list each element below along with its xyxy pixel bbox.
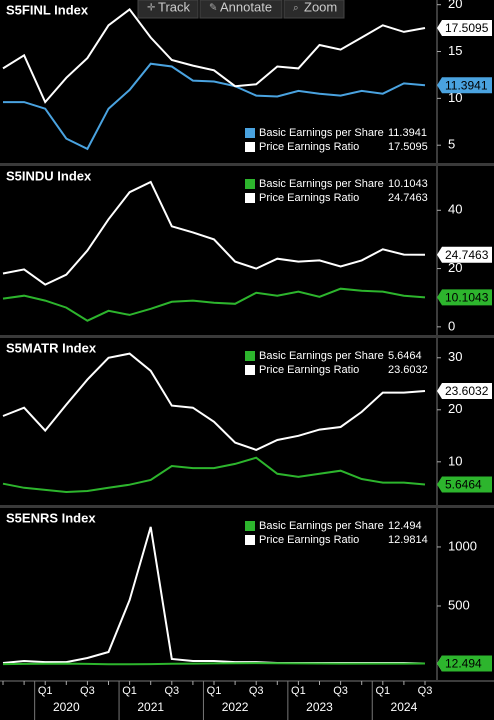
year-label: 2020 (53, 700, 80, 714)
panel-title: S5MATR Index (6, 340, 97, 355)
last-value-tag (437, 655, 492, 672)
legend-value: 17.5095 (388, 141, 428, 153)
panel-title: S5INDU Index (6, 168, 92, 183)
legend-swatch (245, 535, 255, 545)
toolbar-label[interactable]: Annotate (220, 0, 272, 14)
panel-separator (0, 163, 494, 166)
legend-value: 12.9814 (388, 534, 428, 546)
last-value-label: 17.5095 (445, 21, 489, 35)
legend-value: 23.6032 (388, 364, 428, 376)
legend-label: Price Earnings Ratio (259, 534, 359, 546)
panel-separator (0, 335, 494, 338)
series-line (2, 456, 426, 494)
last-value-label: 10.1043 (445, 291, 489, 305)
series-line (2, 287, 426, 322)
legend-value: 10.1043 (388, 178, 428, 190)
y-tick-label: 30 (448, 349, 462, 364)
x-axis-band (0, 681, 494, 720)
x-tick-label: Q1 (207, 685, 222, 697)
last-value-tag (437, 476, 492, 493)
panel-title: S5FINL Index (6, 2, 89, 17)
last-value-tag (437, 20, 492, 37)
legend-swatch (245, 128, 255, 138)
legend-label: Price Earnings Ratio (259, 192, 359, 204)
series-line (3, 62, 426, 151)
legend-label: Basic Earnings per Share (259, 520, 384, 532)
panel-separator (0, 505, 494, 508)
legend-value: 24.7463 (388, 192, 428, 204)
last-value-tag (437, 383, 492, 400)
x-tick-label: Q3 (80, 685, 95, 697)
y-tick-label: 10 (448, 90, 462, 105)
toolbar-icon: ✛ (147, 3, 155, 14)
toolbar-icon: ⌕ (293, 3, 299, 14)
y-tick-label: 5 (448, 137, 455, 152)
x-tick-label: Q3 (333, 685, 348, 697)
legend-value: 12.494 (388, 520, 422, 532)
y-tick-label: 40 (448, 202, 462, 217)
legend-swatch (245, 179, 255, 189)
legend-swatch (245, 142, 255, 152)
legend-label: Price Earnings Ratio (259, 141, 359, 153)
year-label: 2023 (306, 700, 333, 714)
legend-value: 5.6464 (388, 350, 422, 362)
x-tick-label: Q1 (375, 685, 390, 697)
last-value-label: 11.3941 (445, 78, 488, 92)
last-value-label: 24.7463 (445, 248, 489, 262)
panel-title: S5ENRS Index (6, 510, 96, 525)
legend-label: Basic Earnings per Share (259, 127, 384, 139)
legend-label: Price Earnings Ratio (259, 364, 359, 376)
legend-label: Basic Earnings per Share (259, 350, 384, 362)
toolbar-label[interactable]: Track (158, 0, 191, 14)
x-tick-label: Q1 (291, 685, 306, 697)
series-line (2, 662, 426, 666)
legend-label: Basic Earnings per Share (259, 178, 384, 190)
y-tick-label: 1000 (448, 538, 477, 553)
y-tick-label: 20 (448, 260, 462, 275)
x-tick-label: Q1 (38, 685, 53, 697)
y-tick-label: 20 (448, 0, 462, 11)
last-value-label: 23.6032 (445, 384, 489, 398)
last-value-tag (437, 77, 492, 94)
y-tick-label: 15 (448, 43, 462, 58)
last-value-label: 12.494 (445, 657, 482, 671)
series-line (2, 180, 426, 286)
year-label: 2024 (391, 700, 418, 714)
last-value-tag (437, 289, 492, 306)
legend-swatch (245, 365, 255, 375)
y-tick-label: 0 (448, 318, 455, 333)
toolbar-button[interactable] (283, 0, 345, 19)
last-value-tag (437, 246, 492, 263)
series-line (2, 7, 426, 104)
x-tick-label: Q1 (122, 685, 137, 697)
toolbar-icon: ✎ (209, 3, 217, 14)
toolbar-label[interactable]: Zoom (304, 0, 337, 14)
x-tick-label: Q3 (164, 685, 179, 697)
legend-swatch (245, 193, 255, 203)
y-tick-label: 10 (448, 453, 462, 468)
year-label: 2021 (137, 700, 164, 714)
x-tick-label: Q3 (249, 685, 264, 697)
legend-swatch (245, 351, 255, 361)
last-value-label: 5.6464 (445, 478, 482, 492)
year-label: 2022 (222, 700, 249, 714)
legend-swatch (245, 521, 255, 531)
toolbar-button[interactable] (199, 0, 283, 19)
toolbar-button[interactable] (137, 0, 199, 19)
x-tick-label: Q3 (418, 685, 433, 697)
y-tick-label: 20 (448, 401, 462, 416)
series-line (2, 352, 426, 451)
y-tick-label: 500 (448, 597, 470, 612)
legend-value: 11.3941 (388, 127, 427, 139)
